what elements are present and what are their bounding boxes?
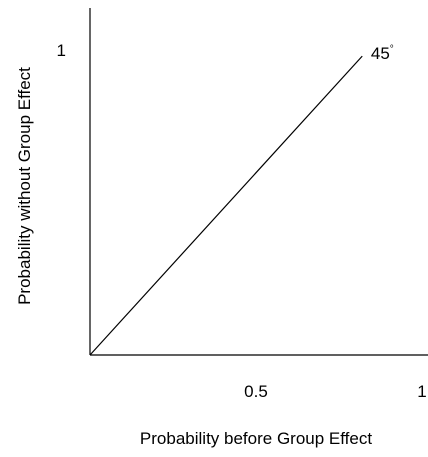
series-group: [89, 55, 363, 356]
y-axis-label: Probability without Group Effect: [15, 67, 34, 305]
x-tick-label-1: 1: [417, 382, 426, 401]
x-tick-label-0: 0.5: [244, 382, 268, 401]
series-line-0: [89, 55, 363, 356]
angle-annotation: 45°: [371, 44, 394, 63]
x-axis-label: Probability before Group Effect: [140, 429, 372, 448]
y-tick-label-0: 1: [57, 41, 66, 60]
angle-annotation-degree: °: [390, 44, 394, 55]
angle-annotation-value: 45: [371, 44, 390, 63]
y-tick-labels: 1: [57, 41, 66, 60]
x-tick-labels: 0.5 1: [244, 382, 427, 401]
